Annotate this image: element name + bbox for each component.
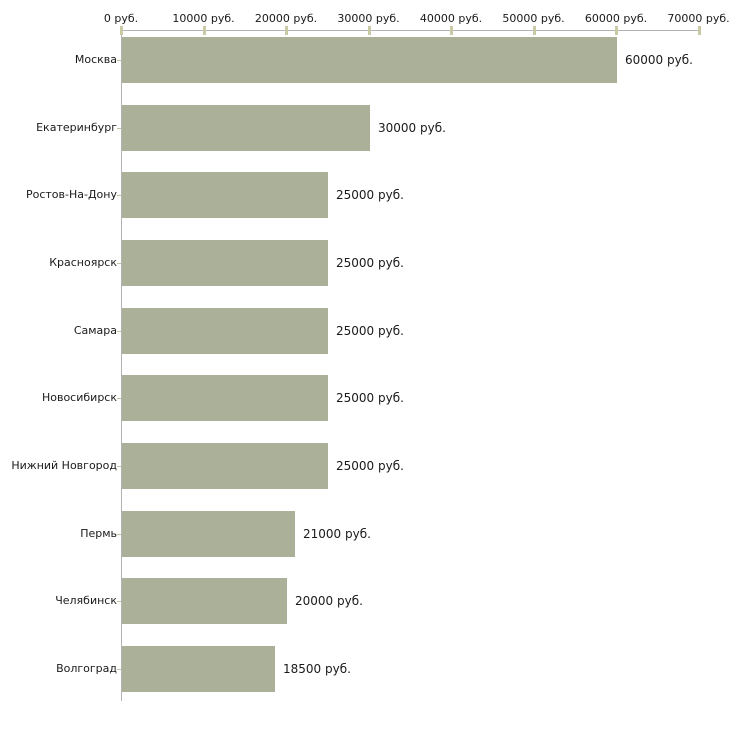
category-tick bbox=[117, 669, 121, 670]
bar bbox=[122, 375, 328, 421]
category-label: Нижний Новгород bbox=[11, 459, 117, 472]
value-label: 25000 руб. bbox=[336, 256, 404, 270]
bar bbox=[122, 308, 328, 354]
category-tick bbox=[117, 331, 121, 332]
x-axis-tick-label: 20000 руб. bbox=[254, 12, 318, 25]
x-axis-line bbox=[121, 30, 700, 31]
x-axis-tick bbox=[615, 26, 618, 35]
bar bbox=[122, 240, 328, 286]
category-tick bbox=[117, 398, 121, 399]
x-axis-tick bbox=[697, 26, 701, 35]
x-axis-tick-label: 30000 руб. bbox=[337, 12, 400, 25]
x-axis-tick-label: 60000 руб. bbox=[584, 12, 648, 25]
bar bbox=[122, 105, 370, 151]
value-label: 18500 руб. bbox=[283, 662, 351, 676]
x-axis-tick-label: 10000 руб. bbox=[172, 12, 235, 25]
category-label: Челябинск bbox=[55, 594, 117, 607]
value-label: 20000 руб. bbox=[295, 594, 363, 608]
value-label: 21000 руб. bbox=[303, 527, 371, 541]
x-axis-tick bbox=[120, 26, 123, 35]
category-tick bbox=[117, 534, 121, 535]
x-axis-tick-label: 0 руб. bbox=[103, 12, 139, 25]
category-label: Красноярск bbox=[49, 256, 117, 269]
category-label: Пермь bbox=[80, 527, 117, 540]
category-tick bbox=[117, 601, 121, 602]
category-label: Ростов-На-Дону bbox=[25, 188, 117, 201]
x-axis-tick-label: 50000 руб. bbox=[502, 12, 565, 25]
value-label: 25000 руб. bbox=[336, 324, 404, 338]
value-label: 25000 руб. bbox=[336, 459, 404, 473]
x-axis-tick-label: 70000 руб. bbox=[667, 12, 730, 25]
x-axis-tick bbox=[285, 26, 288, 35]
bar bbox=[122, 37, 617, 83]
bar bbox=[122, 172, 328, 218]
category-tick bbox=[117, 128, 121, 129]
value-label: 30000 руб. bbox=[378, 121, 446, 135]
x-axis-tick-label: 40000 руб. bbox=[419, 12, 483, 25]
bar bbox=[122, 511, 295, 557]
x-axis-tick bbox=[202, 26, 206, 35]
category-tick bbox=[117, 263, 121, 264]
category-label: Москва bbox=[74, 53, 117, 66]
bar bbox=[122, 578, 287, 624]
bar bbox=[122, 443, 328, 489]
category-tick bbox=[117, 195, 121, 196]
category-label: Екатеринбург bbox=[36, 121, 117, 134]
category-label: Новосибирск bbox=[41, 391, 117, 404]
category-label: Самара bbox=[73, 324, 117, 337]
bar bbox=[122, 646, 275, 692]
x-axis-tick bbox=[532, 26, 536, 35]
y-axis-line bbox=[121, 30, 122, 701]
category-label: Волгоград bbox=[56, 662, 117, 675]
x-axis-tick bbox=[367, 26, 371, 35]
category-tick bbox=[117, 60, 121, 61]
value-label: 25000 руб. bbox=[336, 391, 404, 405]
x-axis-tick bbox=[450, 26, 453, 35]
value-label: 25000 руб. bbox=[336, 188, 404, 202]
value-label: 60000 руб. bbox=[625, 53, 693, 67]
category-tick bbox=[117, 466, 121, 467]
